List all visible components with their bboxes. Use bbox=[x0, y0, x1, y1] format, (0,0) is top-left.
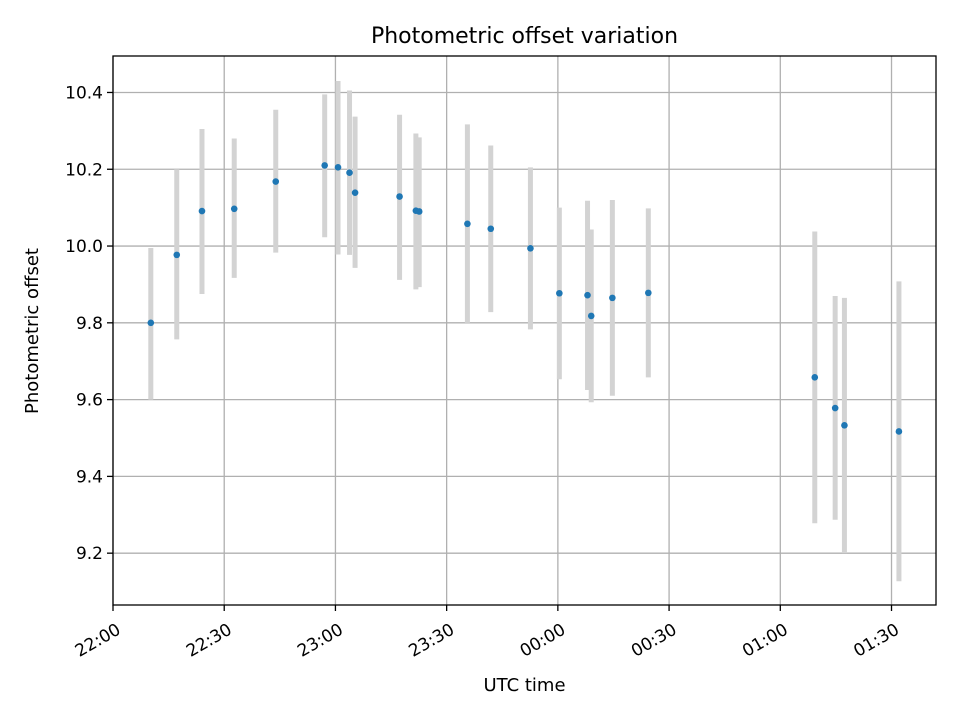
data-point bbox=[487, 225, 495, 233]
y-axis-ticks: 9.2 9.4 9.6 9.8 10.0 10.2 10.4 bbox=[65, 83, 113, 564]
x-tick-label: 00:30 bbox=[628, 620, 680, 662]
y-tick-label: 9.2 bbox=[76, 544, 103, 564]
x-tick-label: 23:00 bbox=[294, 620, 346, 662]
data-point bbox=[334, 164, 342, 171]
y-tick-label: 9.4 bbox=[76, 467, 103, 487]
x-tick-label: 01:30 bbox=[850, 620, 902, 662]
y-axis-label: Photometric offset bbox=[22, 248, 43, 414]
x-tick-label: 23:30 bbox=[406, 620, 458, 662]
data-point bbox=[346, 169, 353, 177]
data-point bbox=[645, 289, 652, 297]
x-tick-label: 00:00 bbox=[517, 620, 569, 662]
x-axis-label: UTC time bbox=[483, 675, 565, 696]
chart-title: Photometric offset variation bbox=[371, 24, 678, 49]
data-point bbox=[584, 291, 591, 299]
data-point bbox=[609, 294, 616, 302]
x-axis-ticks: 22:00 22:30 23:00 23:30 00:00 00:30 01:00 01:30 bbox=[72, 605, 903, 662]
y-tick-label: 10.0 bbox=[65, 237, 103, 257]
data-points bbox=[147, 162, 903, 435]
y-tick-label: 10.2 bbox=[65, 160, 103, 180]
data-point bbox=[198, 207, 206, 215]
data-point bbox=[173, 251, 181, 259]
x-tick-label: 22:00 bbox=[72, 620, 124, 662]
data-point bbox=[895, 428, 903, 435]
data-point bbox=[396, 193, 403, 200]
data-point bbox=[230, 205, 238, 213]
x-tick-label: 01:00 bbox=[739, 620, 791, 662]
data-point bbox=[556, 289, 563, 297]
data-point bbox=[321, 162, 328, 169]
data-point bbox=[587, 312, 595, 320]
data-point bbox=[527, 245, 534, 252]
x-tick-label: 22:30 bbox=[183, 620, 235, 662]
error-bars bbox=[148, 80, 902, 582]
y-tick-label: 9.6 bbox=[76, 391, 103, 411]
data-point bbox=[831, 404, 839, 412]
data-point bbox=[464, 220, 471, 228]
data-point bbox=[147, 319, 155, 327]
y-tick-label: 9.8 bbox=[76, 314, 103, 334]
data-point bbox=[415, 208, 423, 215]
data-point bbox=[351, 189, 359, 196]
plot-frame bbox=[112, 55, 937, 606]
y-tick-label: 10.4 bbox=[65, 83, 103, 103]
data-point bbox=[811, 374, 819, 381]
data-point bbox=[272, 178, 280, 185]
data-point bbox=[841, 422, 848, 429]
